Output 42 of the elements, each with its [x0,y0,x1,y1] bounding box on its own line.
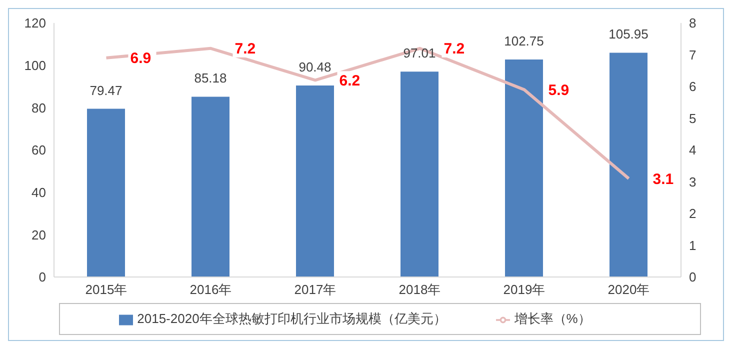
data-label: 7.2 [444,40,465,58]
data-label: 7.2 [234,40,256,58]
data-label: 97.01 [403,46,436,61]
y2-tick-label: 7 [689,47,696,62]
data-label: 6.2 [339,72,360,90]
bar [87,108,125,277]
y-tick-label: 80 [32,100,46,116]
x-tick-label: 2018年 [398,282,441,298]
y-tick-label: 20 [32,227,46,242]
bar [610,52,648,277]
y2-tick-label: 4 [689,142,696,158]
y-tick-label: 100 [24,58,46,73]
y-tick-label: 40 [32,184,46,200]
data-label: 6.9 [130,50,152,68]
x-tick-label: 2020年 [608,282,650,298]
y2-tick-label: 2 [689,206,696,222]
data-label: 105.95 [608,26,648,42]
bar [400,72,438,277]
x-tick-label: 2017年 [294,282,336,298]
y2-tick-label: 3 [689,174,696,190]
bar [505,60,543,277]
legend-label: 2015-2020年全球热敏打印机行业市场规模（亿美元） [137,311,446,326]
y2-tick-label: 1 [689,238,696,253]
data-label: 85.18 [194,70,227,86]
data-label: 3.1 [652,170,674,188]
y-tick-label: 0 [38,270,46,285]
bar [296,85,334,277]
y-tick-label: 60 [32,142,46,158]
y-tick-label: 120 [24,16,46,31]
data-label: 90.48 [298,59,332,74]
y2-tick-label: 6 [689,79,696,94]
data-label: 5.9 [548,82,570,99]
data-label: 79.47 [90,82,122,98]
x-tick-label: 2016年 [190,282,232,298]
y2-tick-label: 0 [689,270,696,285]
legend-label: 增长率（%） [514,311,591,326]
y2-tick-label: 8 [689,16,696,31]
data-label: 102.75 [504,34,544,49]
x-tick-label: 2015年 [85,282,128,298]
y2-tick-label: 5 [689,110,696,126]
x-tick-label: 2019年 [503,282,546,298]
bar [192,96,230,277]
